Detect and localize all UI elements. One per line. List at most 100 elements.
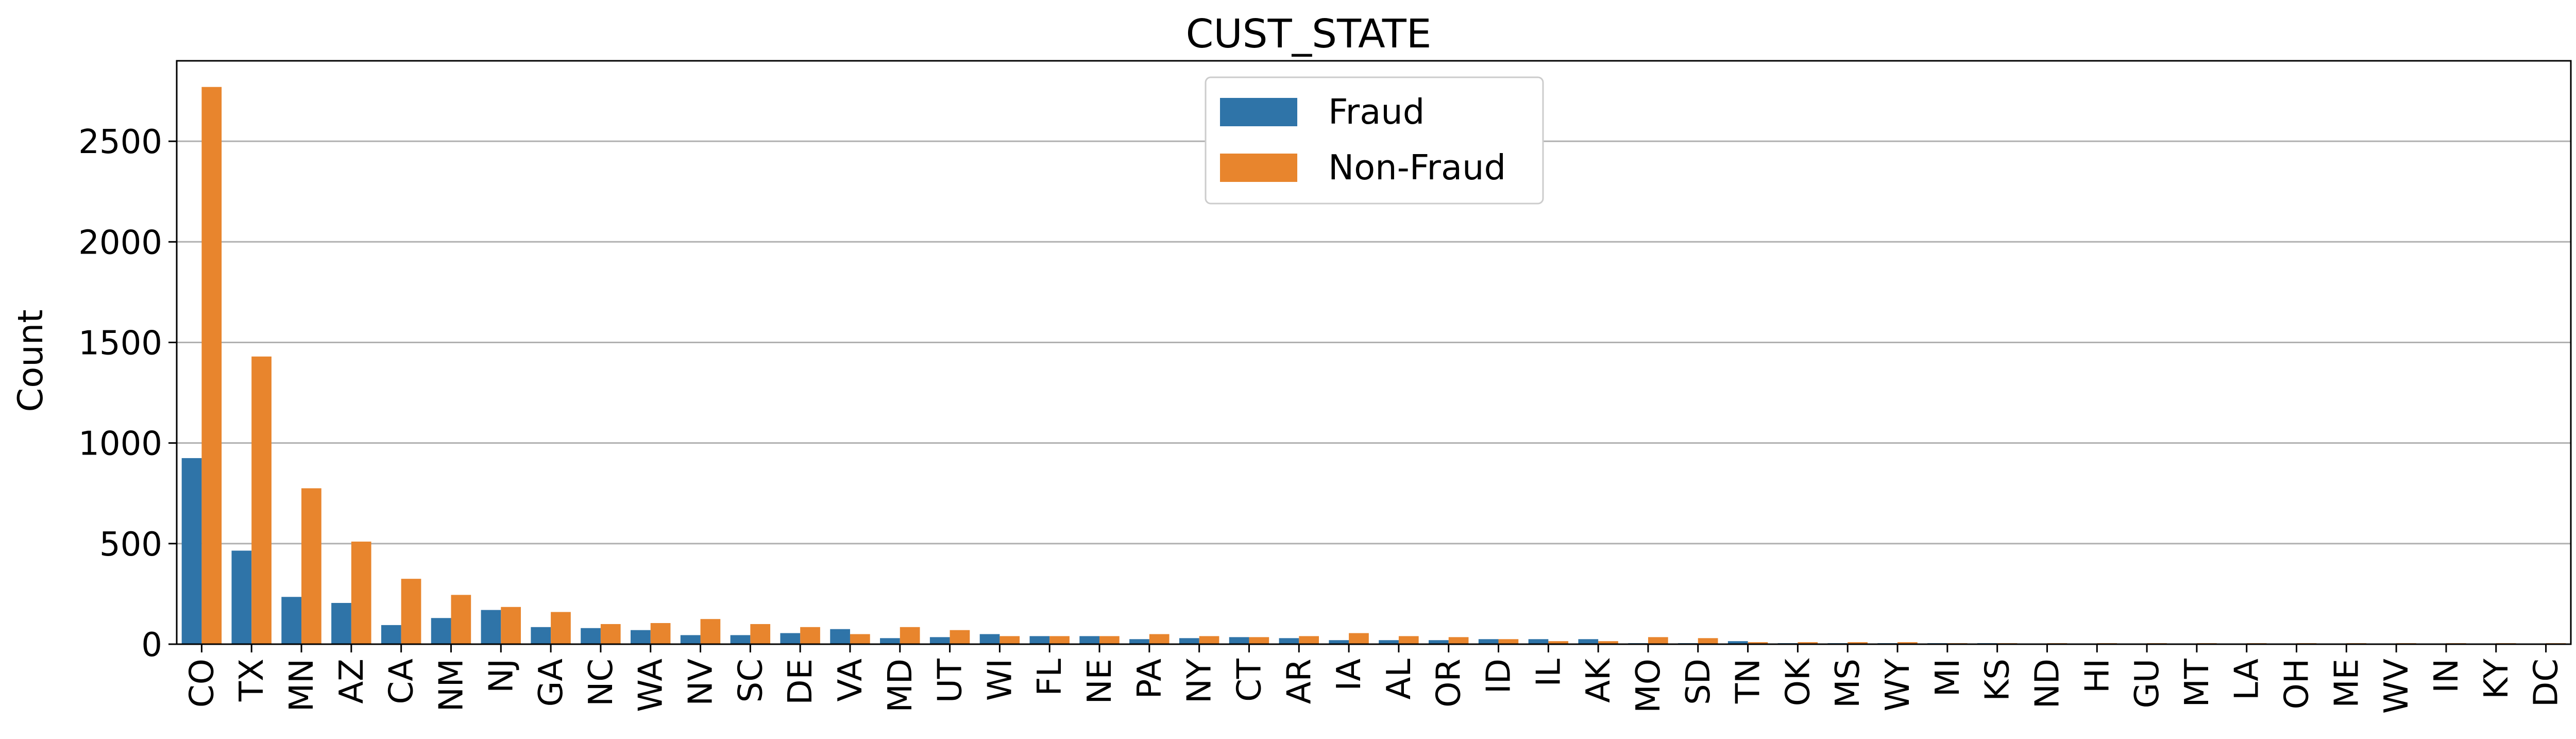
- x-tick-label-de: DE: [782, 659, 820, 705]
- x-tick-label-nc: NC: [582, 659, 620, 707]
- x-tick-label-wv: WV: [2378, 659, 2416, 714]
- plot-frame: [176, 60, 2572, 645]
- x-tick-label-co: CO: [183, 659, 221, 708]
- x-tick-label-wi: WI: [981, 659, 1019, 701]
- bar-non-fraud-wa: [650, 623, 671, 644]
- x-tick-label-me: ME: [2328, 659, 2366, 708]
- x-tick-label-al: AL: [1380, 659, 1418, 700]
- bar-non-fraud-wi: [999, 636, 1020, 644]
- x-tick-label-ms: MS: [1829, 659, 1867, 708]
- bar-fraud-ak: [1578, 639, 1599, 644]
- x-tick-label-ks: KS: [1979, 659, 2017, 701]
- x-tick-label-ca: CA: [383, 659, 421, 704]
- x-tick-label-mt: MT: [2178, 658, 2216, 707]
- bar-fraud-ca: [381, 625, 401, 644]
- x-tick-label-ok: OK: [1779, 658, 1817, 706]
- bar-non-fraud-fl: [1049, 636, 1070, 644]
- bar-non-fraud-ct: [1249, 637, 1269, 644]
- legend-label-fraud: Fraud: [1328, 92, 1425, 132]
- y-tick-label: 0: [141, 626, 162, 664]
- chart-title: CUST_STATE: [1186, 11, 1432, 57]
- bar-fraud-mn: [281, 597, 302, 644]
- bar-non-fraud-ca: [401, 579, 421, 644]
- x-tick-label-nj: NJ: [482, 659, 520, 693]
- x-tick-label-il: IL: [1530, 659, 1568, 687]
- bar-non-fraud-md: [900, 627, 920, 644]
- bar-non-fraud-tn: [1748, 642, 1768, 644]
- bar-fraud-il: [1528, 639, 1549, 644]
- y-axis-label: Count: [10, 310, 50, 412]
- bar-non-fraud-nc: [600, 624, 621, 644]
- x-tick-label-la: LA: [2228, 659, 2266, 700]
- bar-fraud-wi: [979, 634, 1000, 644]
- y-tick-label: 500: [99, 526, 162, 564]
- x-tick-label-id: ID: [1480, 659, 1518, 694]
- bar-fraud-wa: [630, 630, 651, 644]
- x-tick-label-sc: SC: [732, 659, 770, 702]
- x-tick-label-az: AZ: [333, 659, 371, 704]
- bar-fraud-al: [1379, 640, 1399, 644]
- bar-fraud-nj: [481, 610, 501, 644]
- legend-swatch-non-fraud: [1220, 154, 1297, 182]
- x-tick-label-ny: NY: [1181, 658, 1219, 703]
- bar-non-fraud-ny: [1199, 636, 1219, 644]
- bar-non-fraud-tx: [251, 356, 272, 644]
- bar-fraud-ia: [1329, 640, 1349, 644]
- bar-fraud-md: [880, 638, 900, 644]
- bar-non-fraud-co: [201, 87, 222, 644]
- bar-non-fraud-az: [351, 541, 371, 644]
- bar-non-fraud-or: [1448, 637, 1469, 644]
- bar-non-fraud-ia: [1349, 633, 1369, 644]
- x-tick-label-nd: ND: [2028, 659, 2066, 709]
- x-tick-label-ga: GA: [532, 659, 570, 707]
- x-tick-label-mn: MN: [283, 659, 321, 712]
- x-tick-label-ct: CT: [1230, 658, 1268, 702]
- bar-non-fraud-ak: [1598, 641, 1618, 644]
- bar-non-fraud-id: [1498, 639, 1519, 644]
- bar-non-fraud-mn: [301, 488, 321, 644]
- bar-non-fraud-pa: [1149, 634, 1170, 644]
- bar-non-fraud-ga: [551, 612, 571, 644]
- bar-non-fraud-ar: [1299, 636, 1319, 644]
- y-tick-label: 2500: [78, 123, 162, 161]
- bar-fraud-nv: [680, 635, 701, 644]
- x-tick-label-tn: TN: [1730, 659, 1768, 704]
- x-axis-ticks: CO TX MN AZ CA NM NJ GA NC WA NV SC DE VA MD UT WI FL NE PA…: [183, 644, 2566, 714]
- x-tick-label-tx: TX: [233, 659, 271, 702]
- bar-fraud-ga: [531, 627, 551, 644]
- bar-non-fraud-ms: [1848, 642, 1868, 644]
- bar-non-fraud-nm: [451, 595, 471, 644]
- bar-fraud-tn: [1727, 641, 1748, 644]
- x-tick-label-ia: IA: [1330, 659, 1368, 691]
- x-tick-label-dc: DC: [2528, 659, 2566, 707]
- x-tick-label-wy: WY: [1879, 658, 1917, 711]
- bar-fraud-id: [1478, 639, 1499, 644]
- bar-fraud-ut: [929, 637, 950, 644]
- x-tick-label-or: OR: [1430, 659, 1468, 708]
- x-tick-label-ne: NE: [1081, 659, 1119, 704]
- bar-fraud-or: [1428, 640, 1449, 644]
- bars: [181, 87, 2566, 644]
- bar-non-fraud-nv: [700, 619, 721, 644]
- bar-fraud-de: [780, 633, 801, 644]
- x-tick-label-md: MD: [882, 659, 920, 713]
- bar-non-fraud-va: [850, 634, 870, 644]
- x-tick-label-in: IN: [2428, 659, 2466, 693]
- bar-non-fraud-nj: [501, 607, 521, 644]
- x-tick-label-sd: SD: [1680, 659, 1718, 705]
- legend-label-non-fraud: Non-Fraud: [1328, 147, 1506, 188]
- x-tick-label-mo: MO: [1630, 659, 1668, 713]
- bar-non-fraud-al: [1398, 636, 1419, 644]
- y-tick-label: 1000: [78, 425, 162, 463]
- bar-non-fraud-il: [1548, 641, 1569, 644]
- x-tick-label-va: VA: [832, 659, 870, 702]
- bar-non-fraud-wy: [1897, 642, 1918, 644]
- x-tick-label-hi: HI: [2078, 659, 2116, 693]
- x-tick-label-fl: FL: [1031, 659, 1069, 696]
- bar-fraud-ny: [1179, 638, 1199, 644]
- bar-fraud-co: [181, 458, 202, 644]
- bar-fraud-ct: [1229, 637, 1249, 644]
- bar-fraud-va: [830, 629, 850, 644]
- legend: Fraud Non-Fraud: [1205, 76, 1544, 205]
